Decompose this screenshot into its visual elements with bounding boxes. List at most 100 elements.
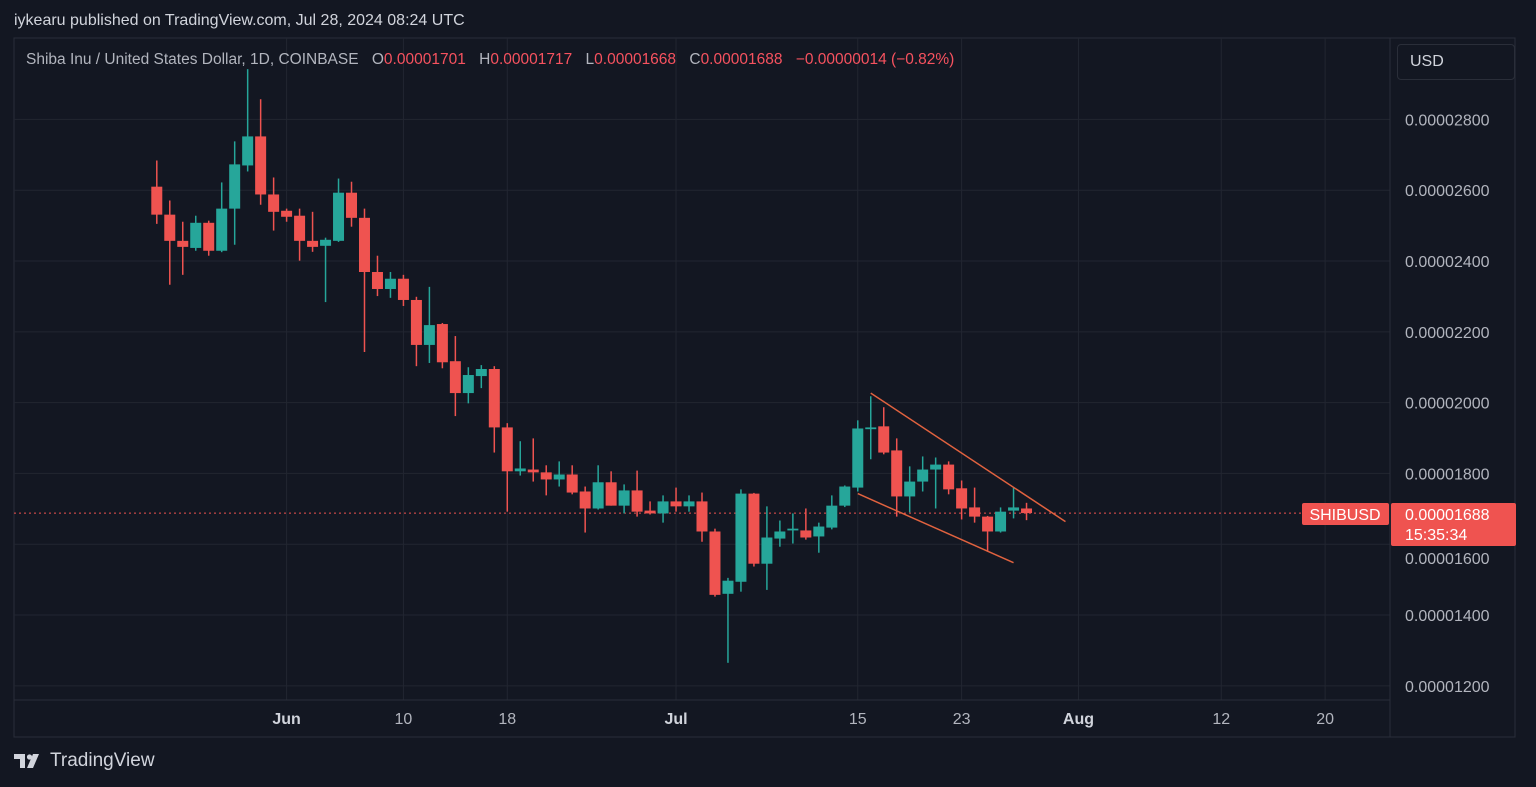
candle-body [722, 580, 734, 594]
candle-body [462, 375, 474, 394]
candle-body [177, 240, 189, 247]
candle [1021, 502, 1033, 521]
candle [995, 507, 1007, 533]
candles [151, 69, 1033, 663]
candle [449, 336, 461, 417]
trendline-upper[interactable] [870, 392, 1066, 523]
candle-body [410, 299, 422, 345]
chart-frame [13, 37, 1516, 738]
candle-body [397, 278, 409, 300]
candle [735, 489, 747, 592]
candle [307, 211, 319, 252]
candle [917, 456, 929, 492]
candle [475, 365, 487, 389]
x-tick-label: 18 [498, 711, 516, 728]
x-tick-label: 12 [1212, 711, 1230, 728]
candle-body [696, 501, 708, 532]
candle [384, 272, 396, 298]
candle-body [488, 369, 500, 428]
close-label: C [689, 51, 701, 68]
candle [294, 208, 306, 261]
candle [423, 286, 435, 363]
low-label: L [585, 51, 595, 68]
price-axis[interactable]: 0.00001200 0.00001400 0.00001600 0.00001800… [1405, 112, 1490, 695]
candle [320, 237, 332, 303]
falling-wedge-trendlines[interactable] [857, 392, 1066, 564]
candle [501, 423, 513, 512]
candle [268, 177, 280, 231]
candle-body [307, 240, 319, 247]
candle [579, 486, 591, 533]
candle-body [670, 501, 682, 507]
candle-body [969, 507, 981, 517]
candle-body [294, 215, 306, 241]
high-label: H [479, 51, 491, 68]
trendline-lower[interactable] [857, 492, 1014, 564]
candle-body [644, 510, 656, 514]
candle-body [618, 490, 630, 506]
high-value: 0.00001717 [490, 51, 573, 68]
candle [774, 520, 786, 547]
candle-body [787, 528, 799, 531]
candle [514, 441, 526, 476]
candle-body [514, 468, 526, 472]
candle-body [878, 426, 890, 453]
candle-body [501, 427, 513, 472]
candle [930, 457, 942, 509]
candle-body [242, 136, 254, 166]
y-tick-label: 0.00001600 [1405, 551, 1490, 568]
candle-body [371, 272, 383, 289]
candle [657, 495, 669, 523]
candle-body [164, 214, 176, 241]
candle-body [423, 325, 435, 345]
candle-body [813, 526, 825, 537]
candle [462, 367, 474, 404]
tradingview-logo[interactable]: TradingView [14, 750, 155, 772]
candle [748, 492, 760, 567]
candle [592, 465, 604, 510]
candle-body [852, 428, 864, 488]
candle [878, 407, 890, 455]
candle-body [865, 427, 877, 430]
open-value: 0.00001701 [383, 51, 466, 68]
candle [605, 471, 617, 506]
symbol-legend[interactable]: Shiba Inu / United States Dollar, 1D, CO… [26, 51, 954, 69]
last-price-value: 0.00001688 [1405, 507, 1490, 524]
candle [644, 501, 656, 515]
candle-body [995, 511, 1007, 532]
candle [216, 182, 228, 253]
candle [722, 577, 734, 663]
time-axis[interactable]: Jun 10 18 Jul 15 23 Aug 12 20 [272, 711, 1334, 728]
x-tick-label: 15 [849, 711, 867, 728]
candle [371, 255, 383, 297]
candle [891, 438, 903, 517]
candle-body [839, 486, 851, 506]
grid [14, 38, 1390, 700]
candle-body [930, 464, 942, 470]
x-tick-label: 23 [953, 711, 971, 728]
candle [410, 296, 422, 367]
change-value: −0.00000014 (−0.82%) [795, 51, 955, 68]
symbol-name: Shiba Inu / United States Dollar, 1D, CO… [26, 51, 359, 68]
currency-selector[interactable]: USD [1397, 44, 1515, 80]
candle-body [631, 490, 643, 512]
candle-body [826, 505, 838, 528]
candle-body [579, 491, 591, 509]
candle [488, 366, 500, 453]
candle-body [151, 186, 163, 215]
candle-body [190, 222, 202, 248]
candle [969, 487, 981, 523]
candle [1008, 487, 1020, 519]
candle-body [281, 210, 293, 217]
candle [839, 485, 851, 508]
candle-body [268, 194, 280, 212]
candle-body [216, 208, 228, 251]
candle [982, 515, 994, 552]
publisher-caption: iykearu published on TradingView.com, Ju… [14, 12, 465, 29]
candle [943, 461, 955, 495]
candle-body [956, 488, 968, 509]
candle-body [1008, 507, 1020, 511]
candle [281, 208, 293, 222]
candle-body [346, 192, 358, 218]
